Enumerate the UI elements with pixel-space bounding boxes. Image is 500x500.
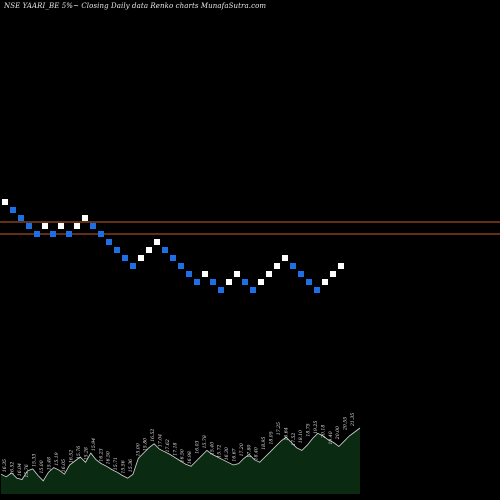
renko-brick-down: [306, 279, 312, 285]
volume-label: 20.55: [343, 417, 349, 431]
volume-label: 21.35: [350, 413, 356, 427]
renko-brick-down: [162, 247, 168, 253]
renko-brick-up: [74, 223, 80, 229]
volume-label: 16.05: [61, 459, 67, 472]
renko-brick-down: [130, 263, 136, 269]
renko-brick-down: [242, 279, 248, 285]
volume-label: 16.98: [187, 451, 193, 464]
volume-label: 17.20: [239, 443, 245, 456]
renko-brick-up: [234, 271, 240, 277]
volume-line: [0, 427, 361, 482]
volume-label: 15.76: [76, 446, 82, 459]
renko-brick-up: [146, 247, 152, 253]
volume-label: 17.62: [165, 439, 171, 452]
volume-label: 15.48: [46, 457, 52, 470]
renko-brick-down: [178, 263, 184, 269]
volume-label: 15.71: [113, 457, 119, 470]
volume-label: 15.28: [83, 447, 89, 460]
volume-label: 20.00: [335, 426, 341, 440]
volume-label: 18.10: [298, 430, 304, 443]
renko-brick-up: [138, 255, 144, 261]
renko-brick-up: [42, 223, 48, 229]
volume-label: 15.40: [209, 442, 215, 455]
volume-label: 15.33: [32, 454, 38, 467]
volume-label: 15.94: [91, 438, 97, 451]
renko-brick-down: [250, 287, 256, 293]
volume-label: 16.30: [224, 447, 230, 460]
renko-brick-up: [338, 263, 344, 269]
renko-brick-down: [314, 287, 320, 293]
renko-brick-up: [2, 199, 8, 205]
volume-label: 15.78: [202, 435, 208, 448]
renko-brick-down: [186, 271, 192, 277]
volume-label: 17.04: [158, 434, 164, 447]
volume-label: 17.18: [172, 442, 178, 455]
renko-brick-down: [66, 231, 72, 237]
renko-brick-down: [290, 263, 296, 269]
volume-label: 15.00: [135, 443, 141, 456]
volume-label: 15.80: [143, 438, 149, 451]
volume-label: 18.40: [254, 447, 260, 460]
reference-lines: [0, 221, 500, 235]
volume-label: 16.50: [180, 449, 186, 462]
volume-label: 16.52: [9, 462, 15, 475]
volume-label: 15.00: [39, 460, 45, 473]
volume-area: [0, 427, 361, 494]
renko-brick-up: [58, 223, 64, 229]
renko-brick-up: [258, 279, 264, 285]
renko-brick-up: [322, 279, 328, 285]
volume-label: 18.75: [306, 423, 312, 436]
volume-label: 20.18: [320, 425, 326, 439]
volume-label: 17.52: [291, 433, 297, 446]
renko-brick-down: [10, 207, 16, 213]
renko-brick-down: [170, 255, 176, 261]
renko-brick-up: [82, 215, 88, 221]
volume-label: 15.19: [54, 452, 60, 465]
volume-label: 18.05: [269, 431, 275, 444]
volume-label: 16.23: [98, 448, 104, 461]
renko-brick-down: [34, 231, 40, 237]
volume-label: 19.25: [313, 421, 319, 434]
volume-label: 18.95: [261, 437, 267, 450]
renko-brick-down: [114, 247, 120, 253]
volume-label: 17.80: [246, 444, 252, 457]
renko-brick-up: [226, 279, 232, 285]
volume-label: 19.40: [328, 431, 334, 444]
renko-brick-down: [50, 231, 56, 237]
volume-label: 16.50: [106, 451, 112, 464]
renko-brick-up: [274, 263, 280, 269]
renko-brick-down: [106, 239, 112, 245]
chart-title: NSE YAARI_BE 5%~ Closing Daily data Renk…: [4, 2, 267, 10]
volume-label: 17.25: [276, 422, 282, 435]
renko-brick-down: [98, 231, 104, 237]
volume-label: 16.04: [17, 463, 23, 476]
volume-label: 15.72: [217, 444, 223, 457]
volume-label: 16.64: [283, 427, 289, 440]
renko-brick-down: [90, 223, 96, 229]
renko-brick-up: [202, 271, 208, 277]
renko-brick-up: [154, 239, 160, 245]
volume-label: 15.76: [24, 464, 30, 477]
volume-label: 15.36: [128, 459, 134, 472]
renko-bricks: [2, 199, 344, 293]
volume-label: 16.52: [69, 450, 75, 463]
renko-brick-down: [194, 279, 200, 285]
renko-brick-down: [218, 287, 224, 293]
volume-label: 16.03: [195, 440, 201, 453]
renko-brick-up: [330, 271, 336, 277]
renko-brick-down: [26, 223, 32, 229]
renko-brick-down: [122, 255, 128, 261]
volume-label: 15.56: [121, 460, 127, 473]
renko-brick-down: [18, 215, 24, 221]
renko-brick-up: [266, 271, 272, 277]
renko-brick-down: [298, 271, 304, 277]
volume-label: 16.35: [2, 459, 8, 472]
volume-label: 16.52: [150, 429, 156, 442]
volume-label: 16.67: [232, 448, 238, 461]
renko-brick-up: [282, 255, 288, 261]
renko-brick-down: [210, 279, 216, 285]
